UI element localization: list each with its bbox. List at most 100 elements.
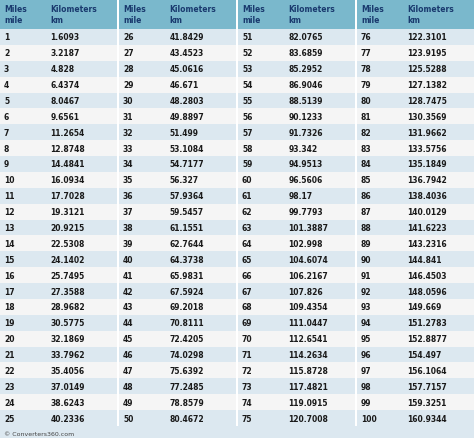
Text: 25.7495: 25.7495 — [50, 271, 84, 280]
Text: 99.7793: 99.7793 — [288, 208, 323, 217]
Text: 56: 56 — [242, 113, 252, 122]
Text: 92: 92 — [361, 287, 372, 296]
Text: 122.3101: 122.3101 — [407, 33, 447, 42]
Text: 72.4205: 72.4205 — [169, 334, 204, 343]
Bar — [119, 347, 236, 363]
Text: 59.5457: 59.5457 — [169, 208, 203, 217]
Text: 96: 96 — [361, 350, 372, 359]
Text: 39: 39 — [123, 239, 134, 248]
Text: 127.1382: 127.1382 — [407, 81, 447, 90]
Text: 22: 22 — [4, 366, 15, 375]
Text: 94.9513: 94.9513 — [288, 160, 323, 169]
Bar — [238, 363, 355, 378]
Bar — [0, 347, 117, 363]
Text: 151.2783: 151.2783 — [407, 318, 447, 328]
Bar — [357, 62, 474, 78]
Bar — [357, 283, 474, 299]
Text: 53: 53 — [242, 65, 252, 74]
Text: 120.7008: 120.7008 — [288, 413, 328, 423]
Text: 75: 75 — [242, 413, 253, 423]
Text: 5: 5 — [4, 97, 9, 106]
Text: 86.9046: 86.9046 — [288, 81, 323, 90]
Bar — [119, 0, 236, 30]
Text: 42: 42 — [123, 287, 134, 296]
Text: 135.1849: 135.1849 — [407, 160, 447, 169]
Text: Miles
mile: Miles mile — [361, 5, 384, 25]
Text: 131.9662: 131.9662 — [407, 128, 447, 138]
Bar — [357, 204, 474, 220]
Text: 43: 43 — [123, 303, 134, 312]
Text: 24: 24 — [4, 398, 15, 407]
Text: 18: 18 — [4, 303, 15, 312]
Text: 26: 26 — [123, 33, 134, 42]
Text: 100: 100 — [361, 413, 377, 423]
Text: 27: 27 — [123, 49, 134, 58]
Text: 29: 29 — [123, 81, 134, 90]
Text: 60: 60 — [242, 176, 253, 185]
Text: 57.9364: 57.9364 — [169, 192, 204, 201]
Bar — [238, 141, 355, 157]
Text: 148.0596: 148.0596 — [407, 287, 447, 296]
Text: 75.6392: 75.6392 — [169, 366, 204, 375]
Text: 90.1233: 90.1233 — [288, 113, 323, 122]
Bar — [238, 299, 355, 315]
Bar — [119, 46, 236, 62]
Text: 54.7177: 54.7177 — [169, 160, 204, 169]
Text: 157.7157: 157.7157 — [407, 382, 447, 391]
Bar — [0, 378, 117, 394]
Text: 30.5775: 30.5775 — [50, 318, 85, 328]
Text: 67: 67 — [242, 287, 253, 296]
Bar — [238, 157, 355, 173]
Bar — [119, 30, 236, 46]
Text: 88: 88 — [361, 223, 372, 233]
Text: 8.0467: 8.0467 — [50, 97, 80, 106]
Text: 111.0447: 111.0447 — [288, 318, 328, 328]
Bar — [119, 157, 236, 173]
Text: 59: 59 — [242, 160, 252, 169]
Bar — [0, 157, 117, 173]
Bar — [119, 315, 236, 331]
Text: 27.3588: 27.3588 — [50, 287, 85, 296]
Text: 19.3121: 19.3121 — [50, 208, 85, 217]
Bar — [117, 0, 119, 426]
Text: 101.3887: 101.3887 — [288, 223, 328, 233]
Text: 16.0934: 16.0934 — [50, 176, 85, 185]
Text: 10: 10 — [4, 176, 15, 185]
Text: 15: 15 — [4, 255, 14, 264]
Bar — [238, 204, 355, 220]
Text: 128.7475: 128.7475 — [407, 97, 447, 106]
Bar — [0, 109, 117, 125]
Bar — [0, 78, 117, 93]
Text: 62: 62 — [242, 208, 253, 217]
Text: 79: 79 — [361, 81, 372, 90]
Bar — [236, 0, 238, 426]
Bar — [355, 0, 357, 426]
Text: 51: 51 — [242, 33, 252, 42]
Text: 138.4036: 138.4036 — [407, 192, 447, 201]
Bar — [357, 46, 474, 62]
Bar — [357, 394, 474, 410]
Text: 58: 58 — [242, 144, 253, 153]
Text: 67.5924: 67.5924 — [169, 287, 204, 296]
Bar — [119, 93, 236, 109]
Text: 78.8579: 78.8579 — [169, 398, 204, 407]
Bar — [238, 268, 355, 283]
Text: 78: 78 — [361, 65, 372, 74]
Text: 22.5308: 22.5308 — [50, 239, 85, 248]
Bar — [119, 236, 236, 252]
Bar — [357, 315, 474, 331]
Text: Miles
mile: Miles mile — [242, 5, 265, 25]
Text: 133.5756: 133.5756 — [407, 144, 447, 153]
Bar — [238, 331, 355, 347]
Text: 64: 64 — [242, 239, 253, 248]
Text: 12.8748: 12.8748 — [50, 144, 85, 153]
Bar — [357, 78, 474, 93]
Bar — [0, 93, 117, 109]
Text: Kilometers
km: Kilometers km — [407, 5, 454, 25]
Text: 80.4672: 80.4672 — [169, 413, 204, 423]
Bar — [357, 220, 474, 236]
Text: 86: 86 — [361, 192, 372, 201]
Text: Miles
mile: Miles mile — [123, 5, 146, 25]
Bar — [119, 252, 236, 268]
Text: 4: 4 — [4, 81, 9, 90]
